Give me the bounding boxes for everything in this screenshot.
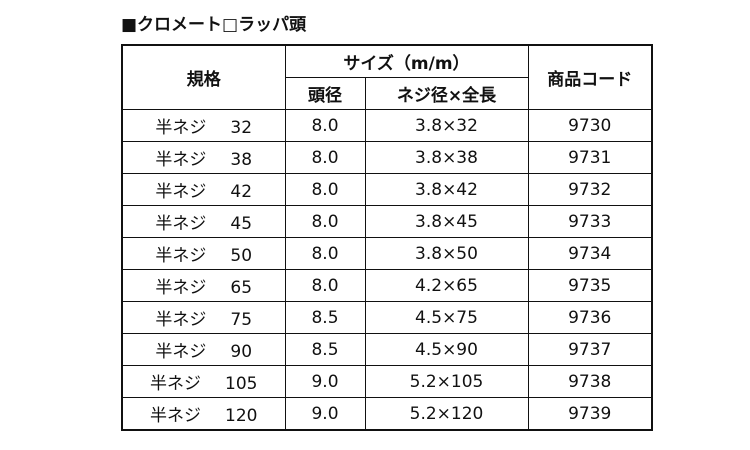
length-cell: 3.8×50 [364,237,529,270]
code-cell: 9736 [527,301,653,334]
table-row: 半ネジ 90 8.5 4.5×90 9737 [121,333,653,366]
length-cell: 4.2×65 [364,269,529,302]
length-cell: 4.5×90 [364,333,529,366]
table-row: 半ネジ 32 8.0 3.8×32 9730 [121,109,653,142]
spec-number: 45 [230,214,253,234]
head-cell: 8.0 [284,237,366,270]
head-cell: 8.5 [284,301,366,334]
head-cell: 9.0 [284,365,366,398]
spec-cell: 半ネジ 75 [121,301,286,334]
spec-cell: 半ネジ 50 [121,237,286,270]
spec-cell: 半ネジ 65 [121,269,286,302]
code-cell: 9732 [527,173,653,206]
head-cell: 8.5 [284,333,366,366]
spec-number: 75 [230,310,253,330]
title: ■クロメート□ラッパ頭 [121,15,307,35]
spec-cell: 半ネジ 42 [121,173,286,206]
spec-name: 半ネジ [150,374,202,394]
code-cell: 9739 [527,397,653,431]
table-row: 半ネジ 38 8.0 3.8×38 9731 [121,141,653,174]
code-cell: 9735 [527,269,653,302]
code-cell: 9731 [527,141,653,174]
length-cell: 5.2×120 [364,397,529,431]
code-cell: 9730 [527,109,653,142]
length-cell: 3.8×42 [364,173,529,206]
spec-name: 半ネジ [155,150,207,170]
length-cell: 3.8×32 [364,109,529,142]
spec-number: 32 [230,118,253,138]
length-cell: 3.8×45 [364,205,529,238]
spec-name: 半ネジ [155,246,207,266]
head-cell: 8.0 [284,173,366,206]
header-length: ネジ径×全長 [364,77,529,110]
spec-cell: 半ネジ 90 [121,333,286,366]
spec-number: 65 [230,278,253,298]
length-cell: 3.8×38 [364,141,529,174]
length-cell: 5.2×105 [364,365,529,398]
spec-number: 120 [225,406,258,426]
head-cell: 8.0 [284,109,366,142]
spec-number: 50 [230,246,253,266]
spec-name: 半ネジ [155,342,207,362]
spec-cell: 半ネジ 38 [121,141,286,174]
table-row: 半ネジ 45 8.0 3.8×45 9733 [121,205,653,238]
code-cell: 9733 [527,205,653,238]
header-spec: 規格 [121,44,286,110]
spec-name: 半ネジ [150,406,202,426]
head-cell: 9.0 [284,397,366,431]
table-row: 半ネジ 75 8.5 4.5×75 9736 [121,301,653,334]
code-cell: 9738 [527,365,653,398]
spec-name: 半ネジ [155,278,207,298]
header-size: サイズ（m/m） [284,44,529,78]
head-cell: 8.0 [284,205,366,238]
spec-number: 90 [230,342,253,362]
table-row: 半ネジ 42 8.0 3.8×42 9732 [121,173,653,206]
spec-number: 38 [230,150,253,170]
header-code: 商品コード [527,44,653,110]
table-row: 半ネジ 120 9.0 5.2×120 9739 [121,397,653,431]
spec-name: 半ネジ [155,182,207,202]
spec-name: 半ネジ [155,214,207,234]
code-cell: 9737 [527,333,653,366]
spec-cell: 半ネジ 105 [121,365,286,398]
table-row: 半ネジ 50 8.0 3.8×50 9734 [121,237,653,270]
length-cell: 4.5×75 [364,301,529,334]
table-body: 半ネジ 32 8.0 3.8×32 9730 半ネジ 38 8.0 3.8×38 9731 半ネジ 4… [121,109,653,431]
table-row: 半ネジ 65 8.0 4.2×65 9735 [121,269,653,302]
header-head: 頭径 [284,77,366,110]
head-cell: 8.0 [284,269,366,302]
spec-number: 42 [230,182,253,202]
spec-table: 規格 サイズ（m/m） 商品コード 頭径 ネジ径×全長 半ネジ 32 8.0 3.8×… [121,44,653,431]
head-cell: 8.0 [284,141,366,174]
spec-name: 半ネジ [155,118,207,138]
spec-name: 半ネジ [155,310,207,330]
spec-number: 105 [225,374,258,394]
spec-cell: 半ネジ 32 [121,109,286,142]
table-row: 半ネジ 105 9.0 5.2×105 9738 [121,365,653,398]
code-cell: 9734 [527,237,653,270]
spec-cell: 半ネジ 45 [121,205,286,238]
spec-cell: 半ネジ 120 [121,397,286,431]
